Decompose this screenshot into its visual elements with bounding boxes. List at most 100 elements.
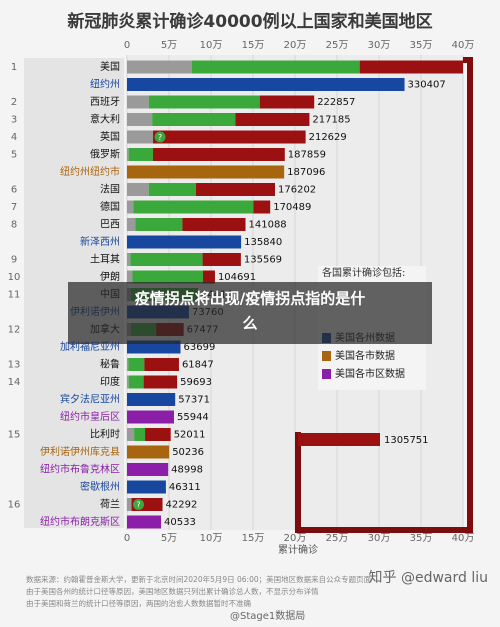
x-tick-label: 0 bbox=[124, 40, 130, 51]
rank-label: 7 bbox=[11, 202, 17, 213]
bar bbox=[127, 480, 166, 494]
overlay-banner-line: 么 bbox=[242, 315, 257, 333]
x-tick-label: 25万 bbox=[326, 533, 349, 544]
category-label: 纽约市布朗克斯区 bbox=[40, 515, 120, 528]
bar-segment bbox=[130, 253, 203, 266]
category-label: 新泽西州 bbox=[80, 235, 120, 248]
rank-label: 8 bbox=[11, 220, 17, 231]
x-tick-label: 20万 bbox=[284, 40, 307, 51]
unknown-marker bbox=[133, 499, 145, 510]
bar-segment bbox=[134, 428, 146, 441]
bar bbox=[127, 410, 174, 424]
value-label: 63699 bbox=[184, 342, 216, 353]
bar-segment bbox=[133, 200, 254, 214]
rank-label: 1 bbox=[11, 62, 17, 73]
bar bbox=[127, 235, 242, 249]
x-tick-label: 20万 bbox=[284, 533, 307, 544]
category-label: 秘鲁 bbox=[100, 358, 120, 371]
value-label: 187859 bbox=[288, 150, 326, 161]
overlay-banner-bg bbox=[68, 282, 432, 344]
category-label: 比利时 bbox=[90, 429, 120, 441]
unknown-label: ? bbox=[158, 133, 162, 142]
bar-segment bbox=[127, 428, 135, 441]
category-label: 俄罗斯 bbox=[90, 148, 120, 161]
legend-label: 美国各市区数据 bbox=[335, 367, 405, 380]
axis-break-frame bbox=[295, 57, 473, 533]
bar-segment bbox=[148, 95, 260, 109]
x-tick-label: 0 bbox=[124, 533, 130, 544]
bar-segment bbox=[127, 148, 129, 161]
value-label: 61847 bbox=[182, 360, 214, 371]
category-label: 美国 bbox=[100, 60, 120, 73]
value-label: 170489 bbox=[273, 202, 311, 213]
category-label: 德国 bbox=[100, 200, 120, 213]
bar-segment bbox=[127, 218, 136, 231]
x-tick-label: 5万 bbox=[161, 40, 177, 51]
bar-segment bbox=[132, 270, 204, 284]
category-label: 伊朗 bbox=[100, 271, 120, 283]
bar-segment bbox=[127, 95, 149, 109]
value-label: 217185 bbox=[312, 115, 350, 126]
category-label: 伊利诺伊州库克县 bbox=[40, 445, 120, 458]
rank-label: 16 bbox=[8, 500, 21, 511]
bar-segment bbox=[153, 148, 285, 161]
bar-segment bbox=[195, 183, 276, 196]
bar-segment bbox=[152, 113, 236, 126]
bar-segment bbox=[127, 113, 153, 126]
value-label: 46311 bbox=[169, 482, 201, 493]
category-label: 纽约市布鲁克林区 bbox=[40, 463, 120, 476]
category-label: 荷兰 bbox=[100, 498, 120, 511]
unknown-label: ? bbox=[136, 501, 140, 510]
value-label: 50236 bbox=[172, 447, 204, 458]
rank-label: 4 bbox=[11, 132, 17, 143]
value-label: 57371 bbox=[178, 395, 210, 406]
x-tick-label: 40万 bbox=[452, 40, 475, 51]
x-tick-label: 35万 bbox=[410, 40, 433, 51]
bar bbox=[127, 445, 170, 459]
x-tick-label: 30万 bbox=[368, 533, 391, 544]
unknown-marker bbox=[154, 131, 166, 143]
x-tick-label: 35万 bbox=[410, 533, 433, 544]
chart-title: 新冠肺炎累计确诊40000例以上国家和美国地区 bbox=[67, 11, 432, 32]
source-line: 由于美国和荷兰的统计口径等原因，两国的治愈人数数据暂时不准确 bbox=[26, 598, 251, 608]
bar-segment bbox=[145, 428, 171, 441]
bar-segment bbox=[128, 148, 154, 161]
bar-segment bbox=[128, 375, 144, 389]
category-label: 印度 bbox=[100, 375, 120, 388]
bar-segment bbox=[148, 183, 196, 196]
x-tick-label: 15万 bbox=[242, 533, 265, 544]
watermark: 知乎 @edward liu bbox=[369, 569, 488, 586]
bar-segment bbox=[182, 218, 246, 231]
bar-segment bbox=[235, 113, 310, 126]
source-line: 数据来源：约翰霍普金斯大学，更新于北京时间2020年5月9日 06:00；美国地… bbox=[26, 574, 372, 584]
value-label: 187096 bbox=[287, 167, 325, 178]
rank-label: 3 bbox=[11, 115, 17, 126]
value-label: 42292 bbox=[166, 500, 198, 511]
bar-segment bbox=[259, 95, 315, 109]
value-label: 135569 bbox=[244, 255, 282, 266]
x-tick-label: 30万 bbox=[368, 40, 391, 51]
x-tick-label: 25万 bbox=[326, 40, 349, 51]
value-label: 40533 bbox=[164, 517, 196, 528]
value-label: 104691 bbox=[218, 272, 256, 283]
category-label: 西班牙 bbox=[90, 96, 120, 108]
x-tick-label: 10万 bbox=[200, 533, 223, 544]
bar bbox=[127, 463, 169, 476]
rank-label: 11 bbox=[8, 290, 21, 301]
rank-label: 5 bbox=[11, 150, 17, 161]
value-label: 141088 bbox=[249, 220, 287, 231]
value-label: 48998 bbox=[171, 465, 203, 476]
rank-label: 15 bbox=[8, 430, 21, 441]
bar bbox=[127, 515, 162, 529]
rank-label: 6 bbox=[11, 185, 17, 196]
bar-segment bbox=[127, 358, 129, 371]
rank-label: 14 bbox=[8, 377, 21, 388]
value-label: 330407 bbox=[408, 80, 446, 91]
bar-segment bbox=[144, 358, 179, 371]
rank-label: 2 bbox=[11, 97, 17, 108]
value-label: 135840 bbox=[244, 237, 282, 248]
value-label: 176202 bbox=[278, 185, 316, 196]
bar-segment bbox=[127, 183, 149, 196]
bar-segment bbox=[127, 200, 134, 214]
